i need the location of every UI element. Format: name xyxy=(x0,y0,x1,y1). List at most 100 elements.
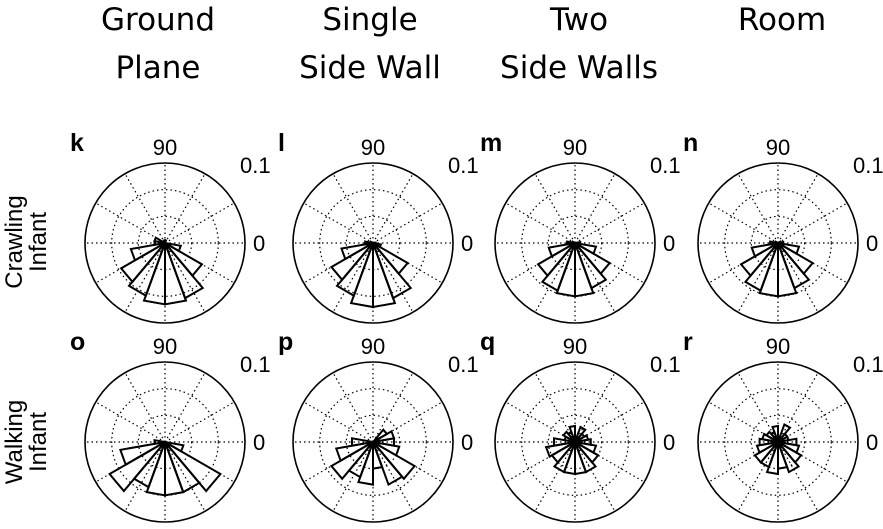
column-title-room-line1: Room xyxy=(738,2,826,38)
grid-spoke-30 xyxy=(777,202,848,244)
bin-320-deg xyxy=(372,242,410,276)
outer-ring xyxy=(84,361,246,523)
bin-340-deg xyxy=(777,242,801,256)
polar-panel-n: n 90 0.1 0 xyxy=(683,129,883,324)
bin-240-deg xyxy=(132,441,166,489)
grid-spoke-30 xyxy=(164,202,235,244)
angle-tick-0: 0 xyxy=(866,430,878,455)
radial-tick-0-1: 0.1 xyxy=(448,153,479,178)
polar-panel-k: k 90 0.1 0 xyxy=(70,129,271,324)
bin-340-deg xyxy=(574,441,598,455)
outer-ring xyxy=(292,361,454,523)
panel-letter: m xyxy=(480,129,502,157)
grid-spoke-60 xyxy=(372,372,414,443)
angle-tick-90: 90 xyxy=(361,334,385,359)
grid-spoke-60 xyxy=(164,173,206,244)
grid-spoke-30 xyxy=(574,202,645,244)
bin-340-deg xyxy=(372,441,401,457)
grid-spoke-120 xyxy=(534,372,576,443)
grid-spoke-150 xyxy=(505,202,576,244)
grid-spoke-60 xyxy=(574,173,616,244)
column-title-single-wall-line1: Single xyxy=(322,2,417,38)
radial-tick-0-1: 0.1 xyxy=(853,153,883,178)
bin-240-deg xyxy=(127,242,166,298)
grid-ring-2 xyxy=(111,189,219,297)
polar-panel-p: p 90 0.1 0 xyxy=(278,328,479,523)
angle-tick-0: 0 xyxy=(461,231,473,256)
bin-240-deg xyxy=(743,242,779,293)
bin-240-deg xyxy=(540,242,576,293)
bin-40-deg xyxy=(372,428,389,443)
grid-spoke-120 xyxy=(737,173,779,244)
angle-tick-90: 90 xyxy=(361,135,385,160)
outer-ring xyxy=(494,361,656,523)
panel-letter: o xyxy=(70,328,85,356)
grid-spoke-150 xyxy=(303,401,374,443)
grid-spoke-300 xyxy=(372,242,414,313)
angle-tick-90: 90 xyxy=(153,135,177,160)
angle-tick-90: 90 xyxy=(563,135,587,160)
column-title-ground-line1: Ground xyxy=(101,2,215,38)
radial-tick-0-1: 0.1 xyxy=(853,352,883,377)
radial-tick-0-1: 0.1 xyxy=(240,352,271,377)
angle-tick-0: 0 xyxy=(663,430,675,455)
grid-spoke-60 xyxy=(164,372,206,443)
column-title-ground-line2: Plane xyxy=(115,50,200,86)
grid-ring-2 xyxy=(521,189,629,297)
polar-panels: k 90 0.1 0 l 90 0.1 0 m 90 0.1 0 n 90 0.1 0 o 90 0.1 0 p 90 0.… xyxy=(70,129,883,523)
grid-ring-2 xyxy=(111,388,219,496)
polar-panel-o: o 90 0.1 0 xyxy=(70,328,271,523)
row-labels: Crawling Infant Walking Infant xyxy=(1,195,52,484)
column-title-single-wall-line2: Side Wall xyxy=(299,50,441,86)
angle-tick-90: 90 xyxy=(766,135,790,160)
grid-spoke-120 xyxy=(332,173,374,244)
column-title-two-walls-line2: Side Walls xyxy=(500,50,658,86)
grid-spoke-120 xyxy=(124,372,166,443)
outer-ring xyxy=(697,361,859,523)
radial-tick-0-1: 0.1 xyxy=(650,153,681,178)
grid-spoke-60 xyxy=(574,372,616,443)
grid-spoke-60 xyxy=(372,173,414,244)
angle-tick-0: 0 xyxy=(663,231,675,256)
radial-tick-0-1: 0.1 xyxy=(448,352,479,377)
radial-tick-0-1: 0.1 xyxy=(240,153,271,178)
radial-tick-0-1: 0.1 xyxy=(650,352,681,377)
polar-panel-m: m 90 0.1 0 xyxy=(480,129,681,324)
bin-340-deg xyxy=(164,441,185,453)
grid-spoke-120 xyxy=(737,372,779,443)
angle-tick-0: 0 xyxy=(253,430,265,455)
panel-letter: l xyxy=(278,129,285,157)
column-title-two-walls-line1: Two xyxy=(549,2,608,38)
grid-spoke-60 xyxy=(777,372,819,443)
panel-letter: p xyxy=(278,328,293,356)
polar-panel-q: q 90 0.1 0 xyxy=(480,328,681,523)
angle-tick-90: 90 xyxy=(766,334,790,359)
grid-ring-2 xyxy=(319,189,427,297)
grid-spoke-300 xyxy=(777,242,819,313)
grid-spoke-150 xyxy=(95,401,166,443)
angle-tick-0: 0 xyxy=(866,231,878,256)
grid-ring-2 xyxy=(724,388,832,496)
panel-letter: n xyxy=(683,129,698,157)
angle-tick-0: 0 xyxy=(253,231,265,256)
grid-spoke-300 xyxy=(574,242,616,313)
polar-panel-l: l 90 0.1 0 xyxy=(278,129,479,324)
grid-spoke-30 xyxy=(777,401,848,443)
outer-ring xyxy=(84,162,246,324)
panel-letter: q xyxy=(480,328,495,356)
grid-spoke-150 xyxy=(708,202,779,244)
bin-320-deg xyxy=(164,441,222,493)
bin-60-deg xyxy=(574,425,587,443)
angle-tick-90: 90 xyxy=(563,334,587,359)
grid-spoke-150 xyxy=(303,202,374,244)
panel-letter: r xyxy=(683,328,693,356)
angle-tick-0: 0 xyxy=(461,430,473,455)
panel-letter: k xyxy=(70,129,84,157)
grid-spoke-150 xyxy=(95,202,166,244)
polar-panel-r: r 90 0.1 0 xyxy=(683,328,883,523)
bin-340-deg xyxy=(164,242,183,253)
bin-60-deg xyxy=(777,422,792,443)
grid-spoke-60 xyxy=(777,173,819,244)
row-label-walking-line2: Infant xyxy=(25,412,52,472)
